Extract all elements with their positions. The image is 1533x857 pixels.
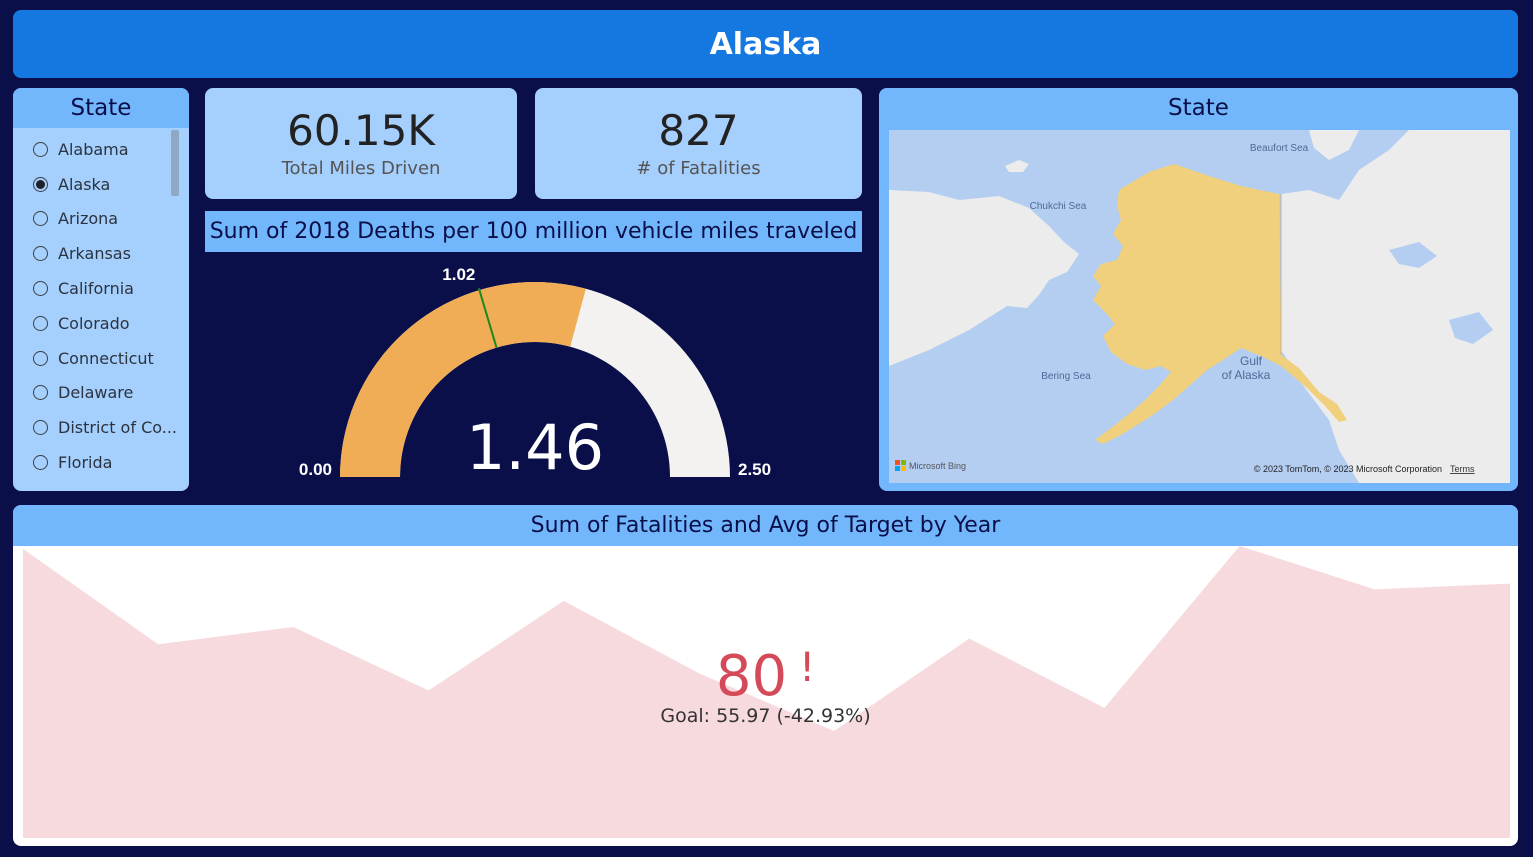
state-map-panel: State Beaufort Sea Chukchi Sea Bering Se… (879, 88, 1518, 491)
fatalities-trend-card: Sum of Fatalities and Avg of Target by Y… (13, 505, 1518, 846)
slicer-scrollbar[interactable] (171, 130, 179, 196)
trend-kpi-goal: Goal: 55.97 (-42.93%) (660, 705, 871, 727)
gauge-max-label: 2.50 (738, 460, 771, 479)
map-alaska-shape (1093, 164, 1347, 444)
radio-icon[interactable] (33, 141, 48, 157)
map-land-russia (889, 190, 1079, 366)
map-terms-link[interactable]: Terms (1450, 464, 1475, 474)
slicer-item[interactable]: District of Co... (13, 410, 189, 445)
state-slicer: State Alabama Alaska Arizona Arkansas Califo… (13, 88, 189, 491)
trend-area-chart[interactable] (13, 546, 1518, 846)
slicer-item-label: Alaska (58, 174, 111, 194)
map-label-beaufort: Beaufort Sea (1250, 143, 1309, 154)
trend-area (23, 546, 1510, 838)
trend-card-title: Sum of Fatalities and Avg of Target by Y… (13, 505, 1518, 546)
map-label-gulf-2: of Alaska (1222, 368, 1271, 382)
radio-icon[interactable] (33, 350, 48, 366)
slicer-item-label: Alabama (58, 139, 129, 159)
total-miles-label: Total Miles Driven (281, 158, 441, 179)
slicer-item-label: District of Co... (58, 418, 177, 438)
map-title: State (879, 88, 1518, 128)
report-title: Alaska (13, 10, 1518, 78)
radio-icon[interactable] (33, 455, 48, 471)
map-land-arctic-islands (1309, 130, 1359, 160)
slicer-item-label: Arkansas (58, 244, 131, 264)
fatalities-value: 827 (658, 106, 739, 155)
gauge-chart[interactable]: 1.02 0.00 2.50 1.46 (205, 255, 862, 487)
slicer-list: Alabama Alaska Arizona Arkansas California Co… (13, 128, 189, 480)
trend-kpi-value: 80 (715, 644, 788, 709)
radio-icon[interactable] (33, 246, 48, 262)
slicer-item-label: Arizona (58, 209, 119, 229)
slicer-item[interactable]: Alaska (13, 167, 189, 202)
trend-kpi: 80! Goal: 55.97 (-42.93%) (13, 644, 1518, 728)
slicer-item[interactable]: Florida (13, 445, 189, 480)
slicer-item[interactable]: California (13, 271, 189, 306)
map-label-gulf-1: Gulf (1240, 354, 1263, 368)
slicer-item-label: Delaware (58, 383, 134, 403)
slicer-item[interactable]: Alabama (13, 132, 189, 167)
map-lake-2 (1449, 312, 1493, 344)
gauge-target-label: 1.02 (442, 265, 475, 284)
alert-icon: ! (799, 645, 816, 691)
slicer-item[interactable]: Arizona (13, 202, 189, 237)
map-land-island (1005, 160, 1029, 172)
radio-icon[interactable] (33, 385, 48, 401)
gauge-title: Sum of 2018 Deaths per 100 million vehic… (205, 211, 862, 252)
gauge-fill (340, 282, 586, 477)
map-label-chukchi: Chukchi Sea (1030, 201, 1087, 212)
radio-icon[interactable] (33, 176, 48, 192)
state-map[interactable]: Beaufort Sea Chukchi Sea Bering Sea Gulf… (889, 130, 1510, 483)
slicer-item[interactable]: Connecticut (13, 341, 189, 376)
map-label-bering: Bering Sea (1041, 371, 1091, 382)
radio-icon[interactable] (33, 315, 48, 331)
radio-icon[interactable] (33, 420, 48, 436)
map-attribution: © 2023 TomTom, © 2023 Microsoft Corporat… (1254, 464, 1442, 474)
bing-logo: Microsoft Bing (895, 460, 966, 471)
radio-icon[interactable] (33, 281, 48, 297)
bing-logo-text: Microsoft Bing (909, 461, 966, 471)
slicer-item-label: California (58, 279, 134, 299)
fatalities-card: 827 # of Fatalities (535, 88, 862, 199)
slicer-item[interactable]: Colorado (13, 306, 189, 341)
report-title-text: Alaska (709, 26, 822, 62)
gauge-min-label: 0.00 (299, 460, 332, 479)
map-lake (1389, 242, 1437, 268)
map-land-canada (1281, 130, 1510, 483)
gauge-value-label: 1.46 (466, 411, 604, 484)
total-miles-card: 60.15K Total Miles Driven (205, 88, 517, 199)
radio-icon[interactable] (33, 211, 48, 227)
slicer-item-label: Colorado (58, 313, 130, 333)
slicer-item-label: Florida (58, 453, 113, 473)
slicer-item[interactable]: Delaware (13, 376, 189, 411)
gauge-target-line (477, 287, 498, 348)
slicer-item-label: Connecticut (58, 348, 154, 368)
fatalities-label: # of Fatalities (636, 158, 761, 179)
slicer-title: State (13, 88, 189, 128)
total-miles-value: 60.15K (287, 106, 435, 155)
slicer-item[interactable]: Arkansas (13, 236, 189, 271)
